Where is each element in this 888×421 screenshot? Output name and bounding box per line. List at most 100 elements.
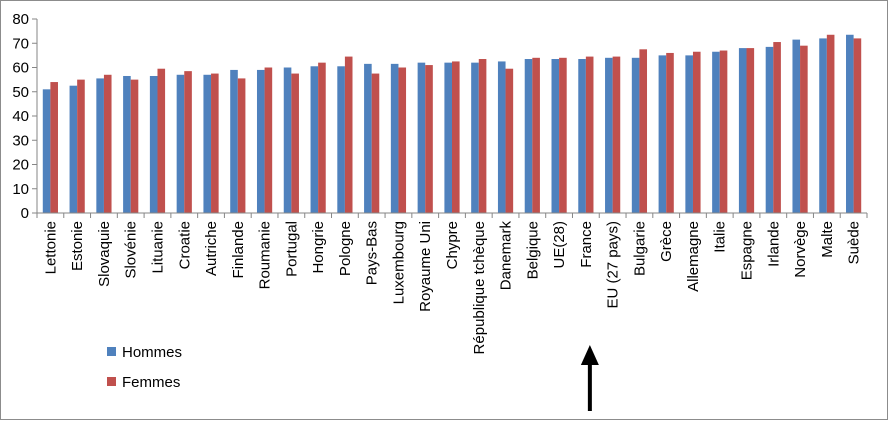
x-tick-label: Norvège xyxy=(792,221,809,278)
bar-hommes xyxy=(123,75,131,213)
bar-femmes xyxy=(746,48,755,213)
bar-hommes xyxy=(230,69,238,213)
x-tick-label: Allemagne xyxy=(685,221,702,292)
bar-femmes xyxy=(559,57,567,213)
x-tick-label: Hongrie xyxy=(310,221,327,274)
bar-hommes xyxy=(283,67,292,213)
x-tick-label: Danemark xyxy=(498,221,515,291)
bar-hommes xyxy=(96,78,104,213)
bar-femmes xyxy=(211,73,219,213)
bar-hommes xyxy=(819,38,827,214)
x-tick-label: République tchèque xyxy=(471,221,488,354)
x-tick-label: Portugal xyxy=(283,221,300,277)
bar-femmes xyxy=(505,68,514,214)
bar-hommes xyxy=(364,63,372,213)
x-tick-label: Espagne xyxy=(739,221,756,280)
bar-hommes xyxy=(149,75,158,213)
bar-femmes xyxy=(77,79,85,213)
bar-hommes xyxy=(765,46,774,214)
bar-hommes xyxy=(551,59,560,214)
x-tick-label: Italie xyxy=(712,221,729,253)
bar-femmes xyxy=(425,65,433,213)
y-tick-label: 60 xyxy=(12,60,29,77)
bar-femmes xyxy=(291,73,299,213)
y-tick-label: 50 xyxy=(12,84,29,101)
bar-femmes xyxy=(184,71,192,213)
bar-femmes xyxy=(398,67,407,213)
bar-femmes xyxy=(130,79,139,213)
bar-hommes xyxy=(792,39,801,213)
bar-femmes xyxy=(452,61,460,213)
y-tick-label: 10 xyxy=(12,181,29,198)
legend-label-hommes: Hommes xyxy=(122,344,182,361)
bar-hommes xyxy=(69,85,78,213)
bar-femmes xyxy=(344,56,353,214)
y-tick-label: 80 xyxy=(12,11,29,28)
x-axis: Lettonie Estonie Slovaquie Slovénie Lituanie… xyxy=(36,212,868,354)
y-tick-label: 30 xyxy=(12,132,29,149)
bar-hommes xyxy=(658,55,667,213)
y-tick-label: 20 xyxy=(12,157,29,174)
y-tick-label: 40 xyxy=(12,108,29,125)
x-tick-label: Roumanie xyxy=(257,221,274,289)
legend-swatch-femmes xyxy=(107,377,116,386)
bar-hommes xyxy=(578,59,586,214)
bar-hommes xyxy=(685,55,693,213)
bar-hommes xyxy=(738,48,747,213)
bar-hommes xyxy=(605,57,613,213)
bar-hommes xyxy=(444,62,452,214)
x-tick-label: Estonie xyxy=(69,221,86,271)
bar-femmes xyxy=(318,62,326,214)
x-tick-label: Autriche xyxy=(203,221,220,276)
bar-femmes xyxy=(532,57,540,213)
legend-swatch-hommes xyxy=(107,347,116,356)
bar-femmes xyxy=(50,82,58,213)
bar-femmes xyxy=(773,42,781,213)
y-tick-label: 70 xyxy=(12,35,29,52)
bar-femmes xyxy=(264,67,273,213)
x-tick-label: Luxembourg xyxy=(390,221,407,304)
bar-hommes xyxy=(176,74,185,214)
bar-femmes xyxy=(853,38,862,214)
x-tick-label: UE(28) xyxy=(551,221,568,269)
y-axis: 0 10 20 30 40 50 60 70 80 xyxy=(12,11,38,222)
legend-label-femmes: Femmes xyxy=(122,374,180,391)
x-tick-label: Lituanie xyxy=(149,221,166,274)
bar-femmes xyxy=(371,73,380,213)
x-tick-label: Slovaquie xyxy=(96,221,113,287)
x-tick-label: Belgique xyxy=(524,221,541,279)
x-tick-label: Pologne xyxy=(337,221,354,276)
bar-femmes xyxy=(478,59,487,214)
x-tick-label: Malte xyxy=(819,221,836,258)
bar-hommes xyxy=(337,66,345,213)
bar-femmes xyxy=(585,56,594,214)
x-tick-label: Suède xyxy=(846,221,863,264)
bar-hommes xyxy=(310,66,319,213)
x-tick-label: Irlande xyxy=(765,221,782,267)
bar-femmes xyxy=(800,45,808,213)
bar-hommes xyxy=(471,62,479,214)
bar-hommes xyxy=(497,61,506,213)
annotation xyxy=(580,345,599,411)
x-tick-label: Royaume Uni xyxy=(417,221,434,312)
x-tick-label: Finlande xyxy=(230,221,247,279)
x-tick-label: Grèce xyxy=(658,221,675,262)
annotation-arrow-head xyxy=(580,345,599,365)
bars xyxy=(42,34,862,214)
legend: Hommes Femmes xyxy=(107,344,182,391)
bar-hommes xyxy=(712,51,720,213)
x-tick-label: Croatie xyxy=(176,221,193,269)
x-tick-label: EU (27 pays) xyxy=(605,221,622,309)
bar-hommes xyxy=(256,69,265,213)
bar-femmes xyxy=(237,78,246,213)
bar-femmes xyxy=(157,68,166,214)
bar-femmes xyxy=(826,34,835,214)
x-tick-label: Bulgarie xyxy=(631,221,648,276)
bar-femmes xyxy=(719,50,728,214)
bar-hommes xyxy=(417,62,426,214)
bar-femmes xyxy=(692,51,701,213)
x-tick-label: Pays-Bas xyxy=(364,221,381,285)
bar-femmes xyxy=(612,56,621,214)
